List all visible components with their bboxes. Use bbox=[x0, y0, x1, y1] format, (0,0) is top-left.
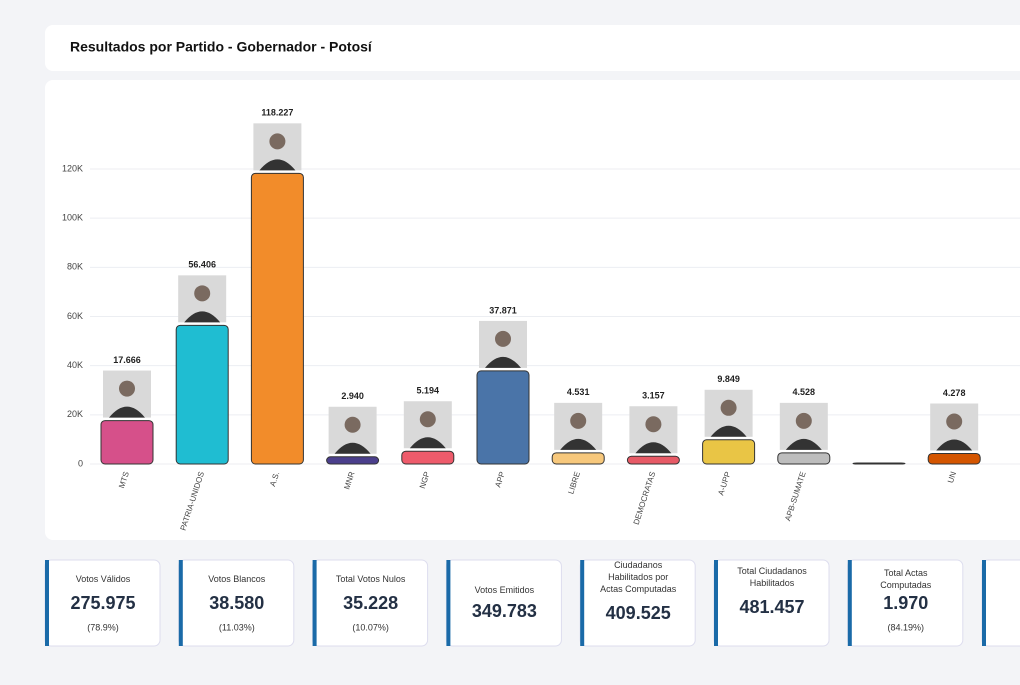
stat-percent: (11.03%) bbox=[219, 622, 255, 632]
x-tick-label: UN bbox=[946, 470, 958, 484]
photo-head bbox=[570, 412, 587, 429]
stat-label: Votos Blancos bbox=[208, 574, 266, 584]
photo-body bbox=[109, 406, 145, 418]
bar bbox=[100, 420, 154, 465]
stat-card bbox=[981, 559, 1020, 647]
bar bbox=[476, 370, 530, 465]
value-label: 56.406 bbox=[188, 260, 216, 270]
stat-accent bbox=[714, 560, 718, 646]
y-tick-label: 20K bbox=[67, 409, 83, 419]
photo-head bbox=[269, 133, 286, 150]
photo-body bbox=[785, 438, 822, 450]
bar bbox=[326, 456, 380, 465]
stat-label-line: Total Ciudadanos bbox=[737, 566, 807, 576]
stat-value: 275.975 bbox=[70, 593, 135, 613]
bar bbox=[175, 324, 229, 465]
stat-label-line: Habilitados por bbox=[608, 572, 668, 582]
bar bbox=[250, 172, 304, 465]
stat-label: Total Actas Computadas bbox=[880, 568, 932, 590]
stat-label-line: Votos Blancos bbox=[208, 574, 266, 584]
bar bbox=[777, 452, 831, 465]
photo-body bbox=[560, 438, 597, 450]
stat-label: Votos Válidos bbox=[76, 574, 131, 584]
stat-label-line: Actas Computadas bbox=[600, 584, 677, 594]
photo-body bbox=[409, 437, 446, 449]
value-label: 4.528 bbox=[793, 387, 816, 397]
chart: 020K40K60K80K100K120K17.666MTS56.406PATR… bbox=[62, 108, 1020, 532]
stat-label-line: Total Votos Nulos bbox=[336, 574, 406, 584]
stat-value: 349.783 bbox=[472, 601, 537, 621]
stat-accent bbox=[982, 560, 986, 646]
photo-body bbox=[635, 442, 672, 454]
y-tick-label: 80K bbox=[67, 262, 83, 272]
bar bbox=[852, 462, 906, 465]
stat-accent bbox=[45, 560, 49, 646]
value-label: 4.531 bbox=[567, 387, 590, 397]
value-label: 3.157 bbox=[642, 391, 665, 401]
stat-label-line: Votos Válidos bbox=[76, 574, 131, 584]
stat-value: 38.580 bbox=[209, 593, 264, 613]
photo-body bbox=[184, 311, 221, 323]
stat-accent bbox=[580, 560, 585, 646]
stat-label-line: Votos Emitidos bbox=[475, 585, 535, 595]
photo-head bbox=[495, 330, 511, 347]
value-label: 9.849 bbox=[717, 374, 740, 384]
stat-accent bbox=[178, 560, 183, 646]
stat-label: Ciudadanos Habilitados por Actas Computada… bbox=[600, 560, 677, 594]
x-tick-label: A.S. bbox=[268, 470, 281, 487]
photo-head bbox=[344, 416, 361, 433]
stat-value: 1.970 bbox=[883, 593, 928, 613]
photo-head bbox=[645, 416, 662, 433]
stat-accent bbox=[847, 560, 852, 646]
value-label: 37.871 bbox=[489, 305, 517, 315]
photo-head bbox=[194, 285, 211, 302]
value-label: 118.227 bbox=[261, 108, 293, 118]
y-tick-label: 0 bbox=[78, 458, 83, 468]
y-tick-label: 60K bbox=[67, 311, 83, 321]
photo-body bbox=[485, 356, 521, 368]
stat-value: 35.228 bbox=[343, 593, 398, 613]
stat-label: Total Votos Nulos bbox=[336, 574, 406, 584]
stat-label-line: Habilitados bbox=[750, 578, 795, 588]
stat-label-line: Total Actas bbox=[884, 568, 928, 578]
photo-body bbox=[936, 439, 973, 451]
stat-accent bbox=[446, 560, 451, 646]
bar bbox=[702, 439, 756, 465]
bar bbox=[551, 452, 605, 465]
photo-head bbox=[119, 380, 135, 397]
stat-label: Votos Emitidos bbox=[475, 585, 535, 595]
page-title: Resultados por Partido - Gobernador - Po… bbox=[70, 39, 373, 55]
y-tick-label: 120K bbox=[62, 163, 83, 173]
y-tick-label: 40K bbox=[67, 360, 83, 370]
photo-body bbox=[334, 442, 371, 454]
bar bbox=[401, 450, 455, 465]
stat-percent: (84.19%) bbox=[888, 622, 925, 632]
value-label: 4.278 bbox=[943, 388, 966, 398]
value-label: 2.940 bbox=[341, 391, 364, 401]
title-card bbox=[45, 25, 1020, 71]
value-label: 17.666 bbox=[113, 355, 141, 365]
stat-label: Total Ciudadanos Habilitados bbox=[737, 566, 807, 588]
photo-body bbox=[259, 159, 296, 171]
stat-label-line: Computadas bbox=[880, 580, 932, 590]
stat-value: 481.457 bbox=[739, 597, 804, 617]
stat-accent bbox=[312, 560, 317, 646]
bar bbox=[927, 452, 981, 465]
photo-head bbox=[419, 411, 436, 428]
stat-percent: (10.07%) bbox=[352, 622, 389, 632]
photo-head bbox=[720, 399, 737, 416]
photo-head bbox=[795, 412, 812, 429]
value-label: 5.194 bbox=[417, 386, 440, 396]
stat-value: 409.525 bbox=[606, 603, 671, 623]
bar bbox=[626, 455, 680, 465]
photo-body bbox=[710, 425, 747, 437]
stats: Votos Válidos 275.975 (78.9%) Votos Blancos… bbox=[44, 559, 964, 647]
stat-label-line: Ciudadanos bbox=[614, 560, 663, 570]
stat-percent: (78.9%) bbox=[87, 622, 119, 632]
y-tick-label: 100K bbox=[62, 213, 83, 223]
photo-head bbox=[946, 413, 963, 430]
